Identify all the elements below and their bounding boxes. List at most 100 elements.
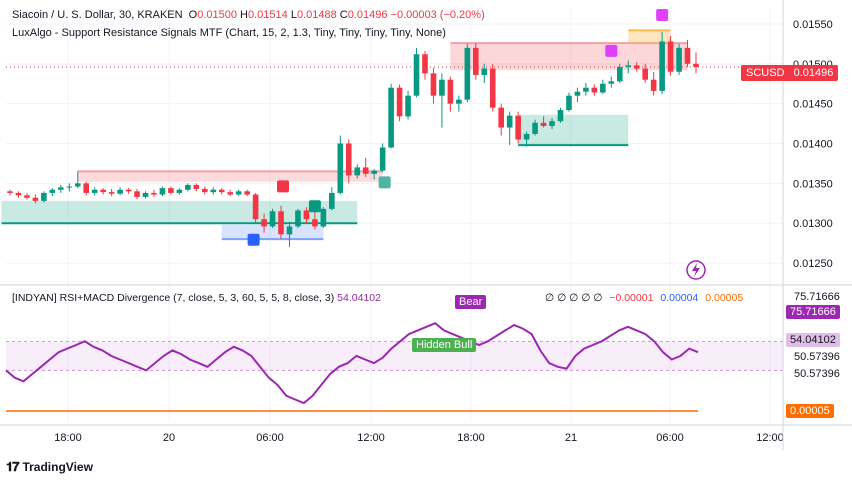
candle-body <box>574 91 581 96</box>
candle-body <box>58 187 64 190</box>
support-zone-left <box>1 200 358 224</box>
axis2-label-6: 0.00005 <box>786 404 834 418</box>
signal-marker-r2 <box>378 176 391 189</box>
candle-body <box>481 68 488 75</box>
pane2-blue: 0.00004 <box>660 292 699 304</box>
y-tick-label: 0.01450 <box>793 99 833 111</box>
candle-body <box>650 79 657 91</box>
candle-body <box>286 226 293 235</box>
lightning-icon <box>686 260 706 280</box>
candle-body <box>430 73 437 96</box>
open-value: 0.01500 <box>197 9 237 21</box>
close-value: 0.01496 <box>347 9 388 21</box>
candle-body <box>185 184 191 190</box>
candle-body <box>24 195 30 198</box>
candle-body <box>201 188 208 193</box>
candle-body <box>269 211 276 227</box>
candle-body <box>693 63 699 67</box>
candle-body <box>447 79 454 104</box>
x-tick-label: 12:00 <box>357 432 385 444</box>
candle-body <box>676 47 682 72</box>
candle-body <box>66 186 73 188</box>
candle-body <box>515 115 521 140</box>
candle-body <box>371 170 377 174</box>
resistance-zone-left <box>77 171 383 182</box>
footer-brand[interactable]: TradingView <box>22 460 93 474</box>
candle-body <box>235 191 242 195</box>
candle-body <box>362 167 369 174</box>
pane2-orange: 0.00005 <box>705 292 744 304</box>
candle-body <box>549 121 555 126</box>
candle-body <box>193 184 200 189</box>
candle-body <box>337 143 344 193</box>
candle-body <box>600 83 606 93</box>
candle-body <box>159 188 166 195</box>
signal-marker-t <box>247 233 260 246</box>
candle-body <box>15 192 22 196</box>
candle-body <box>616 66 623 82</box>
candle-body <box>108 192 115 194</box>
y-tick-label: 0.01350 <box>793 178 833 190</box>
indicator1-title[interactable]: LuxAlgo - Support Resistance Signals MTF… <box>12 27 446 39</box>
candle-body <box>176 189 183 193</box>
candle-body <box>244 191 250 195</box>
x-tick-label: 21 <box>565 432 577 444</box>
candle-body <box>134 191 140 197</box>
candle-body <box>413 54 420 96</box>
candle-body <box>7 191 13 193</box>
pane2-title[interactable]: [INDYAN] RSI+MACD Divergence (7, close, … <box>12 292 335 304</box>
signal-marker-r <box>277 180 290 193</box>
zone-orange <box>628 30 671 44</box>
price-badge: SCUSD 0.01496 <box>741 65 839 81</box>
candle-body <box>168 188 174 193</box>
low-value: 0.01488 <box>296 9 337 21</box>
candle-body <box>329 192 335 209</box>
candle-body <box>49 189 56 193</box>
tradingview-logo-icon[interactable]: 𝟏𝟕 <box>6 459 20 474</box>
candle-body <box>532 122 538 134</box>
signals <box>247 8 706 280</box>
candle-body <box>261 219 267 227</box>
x-tick-label: 18:00 <box>54 432 82 444</box>
candle-body <box>151 192 157 195</box>
pane2-zeros: ∅ ∅ ∅ ∅ ∅ <box>545 292 603 304</box>
candle-body <box>422 54 428 74</box>
lightning-bolt <box>692 263 700 277</box>
axis2-label-1: 75.71666 <box>794 291 840 303</box>
signal-marker-t2 <box>605 44 618 57</box>
candle-body <box>227 192 233 195</box>
candle-body <box>320 208 327 227</box>
candle-body <box>523 133 530 140</box>
candle-body <box>557 110 564 122</box>
pane2-values: ∅ ∅ ∅ ∅ ∅ −0.00001 0.00004 0.00005 <box>545 292 743 304</box>
candle-body <box>83 183 90 193</box>
candle-body <box>583 87 589 92</box>
footer: 𝟏𝟕 TradingView <box>6 459 93 475</box>
candle-body <box>303 210 310 220</box>
x-tick-label: 12:00 <box>756 432 784 444</box>
candle-body <box>354 167 361 176</box>
candle-body <box>405 95 411 117</box>
high-value: 0.01514 <box>247 9 288 21</box>
candle-body <box>659 41 665 91</box>
candle-body <box>218 189 225 193</box>
x-tick-label: 18:00 <box>457 432 485 444</box>
candle-body <box>506 115 513 128</box>
candle-body <box>633 65 640 69</box>
high-label: H <box>240 9 248 21</box>
signal-marker-t3 <box>656 8 669 21</box>
candle-body <box>684 47 691 64</box>
rsi-line <box>5 322 699 405</box>
axis2-label-3: 54.04102 <box>786 333 840 347</box>
y-tick-label: 0.01250 <box>793 258 833 270</box>
candle-body <box>91 189 98 193</box>
change-value: −0.00003 (−0.20%) <box>390 9 485 21</box>
candle-body <box>540 122 547 126</box>
candle-body <box>489 68 496 108</box>
candle-body <box>464 47 471 100</box>
symbol-title[interactable]: Siacoin / U. S. Dollar, 30, KRAKEN <box>12 9 183 21</box>
axis2-label-2: 75.71666 <box>786 305 840 319</box>
x-tick-label: 20 <box>163 432 175 444</box>
candle-body <box>210 189 217 193</box>
pane2-value1: 54.04102 <box>337 292 381 304</box>
